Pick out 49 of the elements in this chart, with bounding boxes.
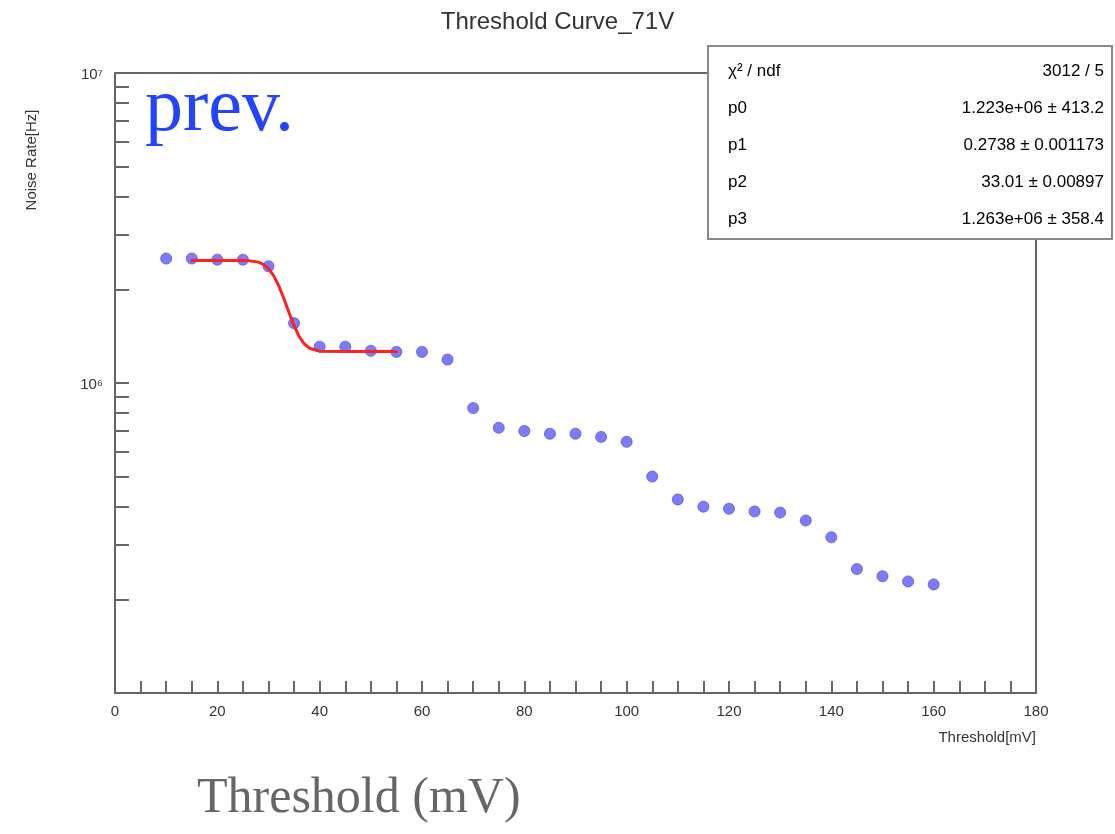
annotation: p2 bbox=[728, 172, 747, 191]
x-tick-label: 180 bbox=[1023, 702, 1049, 719]
x-tick-label: 160 bbox=[921, 702, 947, 719]
point bbox=[543, 427, 556, 440]
y-tick-label: 10⁷ bbox=[80, 64, 103, 82]
annotation: prev. bbox=[145, 62, 295, 146]
point bbox=[850, 563, 863, 576]
point bbox=[518, 425, 531, 438]
point bbox=[748, 505, 761, 518]
x-tick-label: 0 bbox=[110, 702, 120, 719]
x-axis-title: Threshold[mV] bbox=[938, 728, 1036, 745]
point bbox=[825, 531, 838, 544]
point bbox=[697, 500, 710, 513]
annotation: p3 bbox=[728, 209, 747, 228]
point bbox=[620, 435, 633, 448]
point bbox=[876, 570, 889, 583]
text: Threshold (mV) bbox=[197, 767, 521, 823]
annotation: 1.223e+06 ± 413.2 bbox=[961, 98, 1104, 117]
point bbox=[927, 578, 940, 591]
point bbox=[416, 345, 428, 358]
point bbox=[774, 506, 787, 519]
annotation: 0.2738 ± 0.001173 bbox=[963, 135, 1104, 154]
point bbox=[160, 252, 173, 265]
annotation: χ² / ndf bbox=[728, 61, 781, 80]
x-tick-label: 120 bbox=[716, 702, 742, 719]
x-tick-label: 60 bbox=[413, 702, 431, 719]
point bbox=[441, 353, 454, 366]
text: 3012 / 5 bbox=[1042, 61, 1104, 80]
chart-title: Threshold Curve_71V bbox=[440, 6, 675, 34]
x-tick-label: 80 bbox=[515, 702, 533, 719]
point bbox=[723, 502, 735, 515]
point bbox=[799, 514, 812, 527]
point bbox=[569, 427, 582, 440]
annotation: p0 bbox=[728, 98, 747, 117]
x-tick-label: 140 bbox=[818, 702, 844, 719]
point bbox=[646, 470, 659, 483]
point bbox=[492, 421, 505, 434]
annotation: 1.263e+06 ± 358.4 bbox=[961, 209, 1104, 228]
x-tick-label: 40 bbox=[311, 702, 329, 719]
point bbox=[902, 575, 915, 588]
x-tick-label: 100 bbox=[614, 702, 640, 719]
x-tick-label: 20 bbox=[208, 702, 226, 719]
point bbox=[467, 402, 480, 415]
point bbox=[595, 430, 608, 443]
annotation: 33.01 ± 0.00897 bbox=[981, 172, 1104, 191]
y-axis-title: Noise Rate[Hz] bbox=[21, 109, 39, 211]
point bbox=[671, 493, 684, 506]
y-tick-label: 10⁶ bbox=[80, 374, 103, 392]
annotation: p1 bbox=[728, 135, 747, 154]
